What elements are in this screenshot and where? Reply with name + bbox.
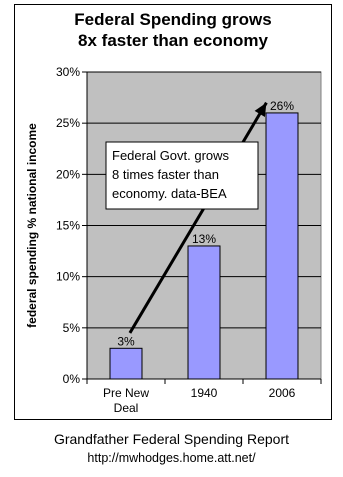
trend-arrow bbox=[128, 101, 268, 334]
data-label: 13% bbox=[192, 232, 216, 246]
data-label: 26% bbox=[270, 99, 294, 113]
y-tick-label: 25% bbox=[56, 116, 80, 130]
trend-arrowhead bbox=[254, 102, 267, 117]
bar bbox=[265, 112, 299, 380]
annotation-text: 8 times faster than bbox=[112, 167, 219, 182]
x-tick-label: Deal bbox=[114, 401, 139, 415]
annotation-text: economy. data-BEA bbox=[112, 186, 227, 201]
source-url: http://mwhodges.home.att.net/ bbox=[87, 451, 256, 465]
y-tick-label: 20% bbox=[56, 167, 80, 181]
x-tick-label: 1940 bbox=[191, 386, 218, 400]
annotation-text: Federal Govt. grows bbox=[112, 148, 230, 163]
y-tick-label: 15% bbox=[56, 219, 80, 233]
y-tick-label: 5% bbox=[63, 321, 81, 335]
annotation-box bbox=[105, 141, 259, 210]
bar bbox=[109, 347, 143, 380]
chart-title-line-2: 8x faster than economy bbox=[78, 31, 268, 50]
y-axis-label: federal spending % national income bbox=[25, 123, 39, 328]
data-label: 3% bbox=[117, 334, 135, 348]
x-tick-label: 2006 bbox=[269, 386, 296, 400]
y-tick-label: 10% bbox=[56, 270, 80, 284]
chart-title-line-1: Federal Spending grows bbox=[74, 10, 272, 29]
y-tick-label: 30% bbox=[56, 65, 80, 79]
x-tick-label: Pre New bbox=[103, 386, 149, 400]
y-tick-label: 0% bbox=[63, 372, 81, 386]
source-text: Grandfather Federal Spending Report bbox=[53, 431, 290, 447]
credit-block: Grandfather Federal Spending Report http… bbox=[0, 430, 343, 468]
bar bbox=[187, 245, 221, 380]
chart-title: Federal Spending grows 8x faster than ec… bbox=[14, 9, 332, 51]
